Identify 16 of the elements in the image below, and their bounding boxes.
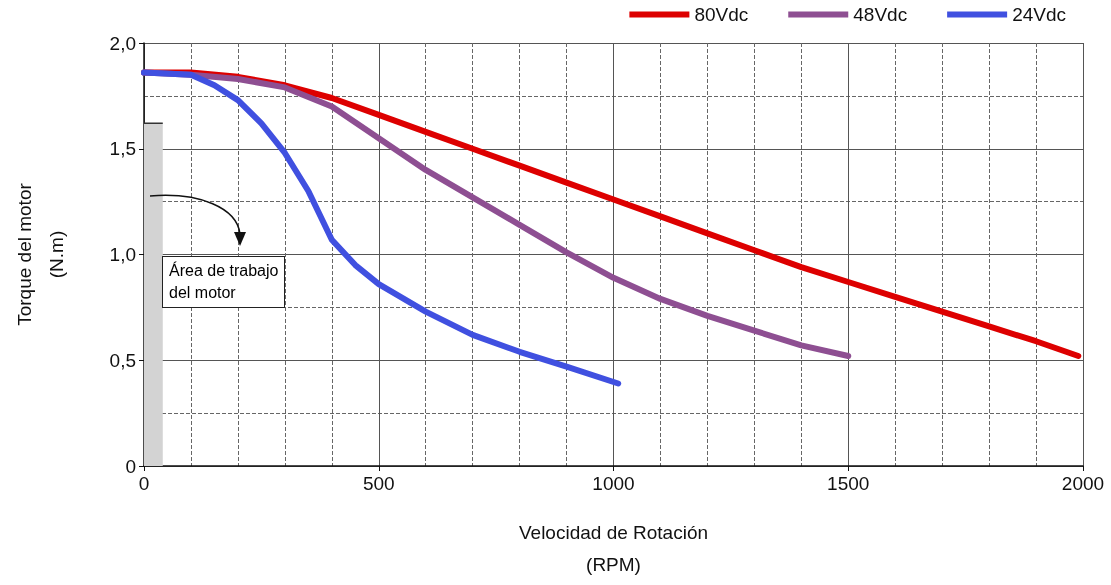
x-tick-label: 2000 (1061, 473, 1105, 494)
legend-label: 24Vdc (1012, 4, 1066, 25)
x-tick-label: 1000 (592, 473, 635, 494)
y-axis-title: Torque del motor (N.m) (13, 182, 67, 326)
y-tick-label: 2,0 (109, 32, 136, 54)
y-tick-label: 0,5 (109, 349, 136, 371)
annotation: Área de trabajo del motor (162, 256, 286, 308)
y-tick-label: 1,0 (109, 244, 136, 265)
y-tick-label: 0 (125, 455, 136, 477)
legend-label: 80Vdc (694, 4, 749, 25)
x-tick-label: 500 (362, 473, 395, 494)
legend-label: 48Vdc (853, 4, 908, 25)
x-tick-label: 1500 (827, 473, 870, 494)
x-axis-title: Velocidad de Rotación (RPM) (518, 521, 709, 575)
y-tick-label: 1,5 (109, 138, 136, 160)
x-tick-label: 0 (138, 473, 150, 494)
